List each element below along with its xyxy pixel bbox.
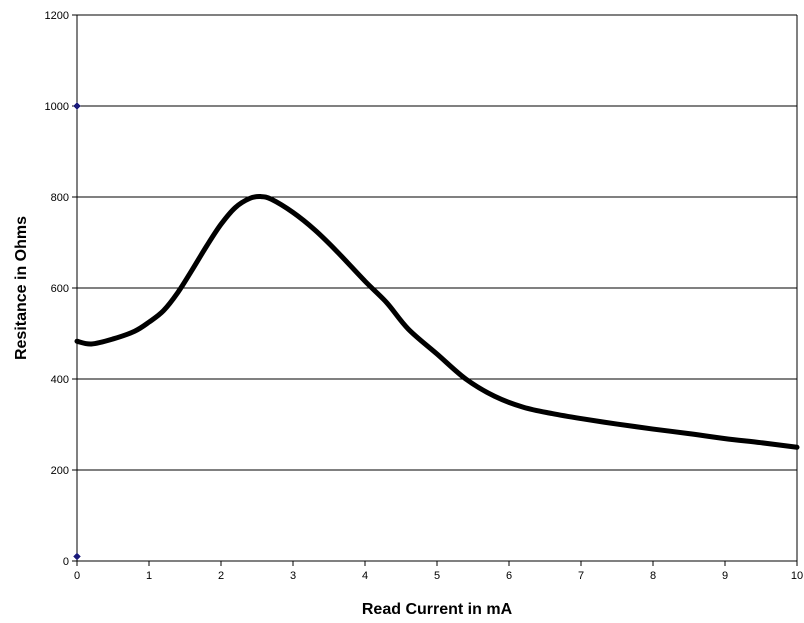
x-tick-label: 2 [218, 570, 224, 582]
y-tick-label: 400 [51, 374, 69, 386]
y-tick-label: 1000 [45, 101, 69, 113]
marker-layer [73, 102, 81, 561]
series-layer [74, 194, 800, 450]
y-tick-label: 800 [51, 192, 69, 204]
y-tick-label: 200 [51, 465, 69, 477]
x-tick-label: 5 [434, 570, 440, 582]
x-tick-label: 7 [578, 570, 584, 582]
y-tick-label: 1200 [45, 10, 69, 22]
x-tick-label: 4 [362, 570, 368, 582]
x-tick-label: 9 [722, 570, 728, 582]
data-point-marker [73, 102, 81, 110]
y-tick-label: 0 [63, 556, 69, 568]
x-tick-label: 0 [74, 570, 80, 582]
x-tick-label: 10 [791, 570, 803, 582]
y-tick-label: 600 [51, 283, 69, 295]
x-tick-label: 1 [146, 570, 152, 582]
data-point-marker [73, 552, 81, 561]
tick-labels: 0 1 2 3 4 5 6 7 8 9 10 0 200 400 600 800 1000 1200 [45, 10, 804, 582]
series-line [74, 194, 800, 450]
x-tick-label: 6 [506, 570, 512, 582]
x-axis-title: Read Current in mA [362, 601, 513, 618]
gridlines [77, 14, 797, 471]
x-tick-label: 8 [650, 570, 656, 582]
x-tick-label: 3 [290, 570, 296, 582]
y-axis-title: Resitance in Ohms [13, 216, 30, 360]
